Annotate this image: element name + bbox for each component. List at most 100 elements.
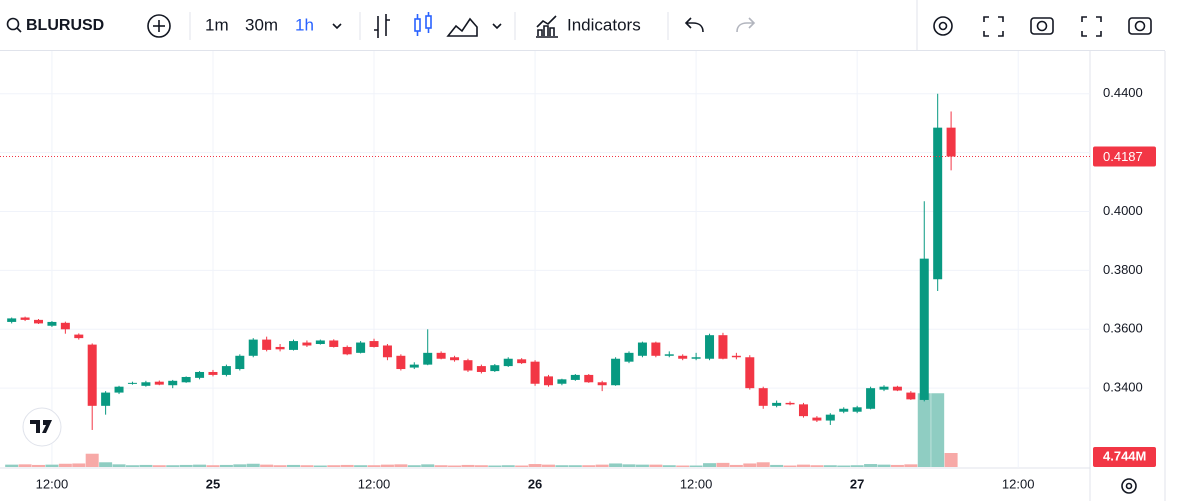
- add-symbol[interactable]: [147, 14, 171, 38]
- candle-body: [530, 361, 540, 384]
- symbol-search[interactable]: BLURUSD: [6, 17, 105, 34]
- candle-body: [141, 382, 151, 386]
- volume-bar: [528, 464, 542, 467]
- volume-bar: [58, 463, 72, 467]
- interval[interactable]: 1m: [205, 15, 229, 34]
- interval[interactable]: 30m: [245, 15, 278, 34]
- symbol[interactable]: BLURUSD: [26, 17, 104, 34]
- area-style[interactable]: [446, 17, 478, 37]
- volume-bar: [917, 393, 931, 467]
- dropdown[interactable]: [332, 23, 342, 30]
- snapshot[interactable]: [1128, 17, 1152, 35]
- candle-body: [101, 392, 111, 406]
- volume-bar: [796, 464, 810, 467]
- candle-body: [946, 127, 956, 157]
- redo[interactable]: [736, 17, 756, 33]
- interval-active[interactable]: 1h: [295, 15, 314, 34]
- volume-bar: [300, 465, 314, 467]
- volume-bar: [380, 464, 394, 467]
- y-tick-label: 0.3400: [1103, 380, 1143, 395]
- candle-body: [476, 366, 486, 372]
- volume-bar: [219, 464, 233, 467]
- fullscreen[interactable]: [1081, 16, 1102, 37]
- candle-body: [195, 371, 205, 378]
- volume-bar: [783, 465, 797, 467]
- y-tick-label: 0.4000: [1103, 203, 1143, 218]
- volume-bar: [595, 464, 609, 467]
- volume-bar: [45, 464, 59, 467]
- candle-body: [624, 352, 634, 362]
- volume-bar: [5, 464, 19, 467]
- fullscreen[interactable]: [983, 16, 1004, 37]
- candle-body: [691, 357, 701, 359]
- candle-body: [919, 258, 929, 400]
- volume-bar: [609, 463, 623, 467]
- volume-bar: [904, 464, 918, 467]
- candle-body: [798, 404, 808, 417]
- volume-bar: [501, 465, 515, 467]
- candle-body: [597, 382, 607, 386]
- indicators-label[interactable]: Indicators: [567, 15, 641, 34]
- x-tick-label: 12:00: [680, 476, 713, 491]
- volume-bar: [850, 465, 864, 467]
- candle-body: [7, 318, 17, 322]
- candle-body: [852, 407, 862, 412]
- volume-bar: [515, 465, 529, 467]
- candle-body: [423, 352, 433, 365]
- volume-bar: [193, 464, 207, 467]
- volume-bar: [582, 465, 596, 467]
- candle-body: [584, 374, 594, 383]
- candle-body: [839, 408, 849, 412]
- candle-body: [47, 321, 57, 326]
- candle-body: [20, 317, 30, 320]
- volume-bar: [327, 465, 341, 467]
- indicators[interactable]: Indicators: [536, 15, 641, 38]
- settings[interactable]: [933, 16, 953, 36]
- bar-style[interactable]: [374, 14, 390, 38]
- volume-bar: [756, 462, 770, 467]
- volume-bar: [703, 463, 717, 467]
- y-tick-label: 0.3800: [1103, 262, 1143, 277]
- toolbar: BLURUSD 1m 30m 1h Indicators: [0, 0, 1165, 51]
- candle-body: [785, 402, 795, 405]
- candle-body: [664, 354, 674, 356]
- candle-body: [570, 374, 580, 380]
- volume-bar: [206, 465, 220, 467]
- volume-bar: [407, 465, 421, 467]
- candle-body: [906, 392, 916, 400]
- candle-body: [678, 355, 688, 359]
- volume-bar: [313, 465, 327, 467]
- settings-icon[interactable]: [1121, 478, 1137, 494]
- candle-body: [396, 355, 406, 370]
- volume-bar: [448, 465, 462, 467]
- volume-bar: [635, 464, 649, 467]
- volume-bar: [488, 465, 502, 467]
- volume-bar: [568, 465, 582, 467]
- dropdown[interactable]: [492, 23, 502, 30]
- volume-bar: [555, 465, 569, 467]
- volume-bar: [99, 462, 113, 467]
- candle-body: [114, 386, 124, 393]
- volume-bar: [649, 464, 663, 467]
- volume-bar: [931, 393, 945, 467]
- undo[interactable]: [684, 17, 704, 33]
- volume-bar: [770, 464, 784, 467]
- candle-body: [248, 339, 258, 356]
- snapshot[interactable]: [1030, 17, 1054, 35]
- candle-body: [289, 341, 299, 350]
- candle-body: [87, 344, 97, 406]
- candle-body: [34, 319, 44, 324]
- volume-bar: [541, 464, 555, 467]
- last-price-tag: [1093, 146, 1156, 167]
- candle-body: [221, 366, 231, 375]
- volume-bar: [729, 464, 743, 467]
- candle-body: [450, 357, 460, 361]
- candle-body: [879, 386, 889, 390]
- candle-style[interactable]: [414, 12, 432, 36]
- volume-bar: [434, 465, 448, 467]
- candle-body: [758, 388, 768, 406]
- volume-bar: [72, 463, 86, 467]
- volume-bar: [246, 463, 260, 467]
- volume-bar: [152, 465, 166, 467]
- candle-body: [892, 386, 902, 391]
